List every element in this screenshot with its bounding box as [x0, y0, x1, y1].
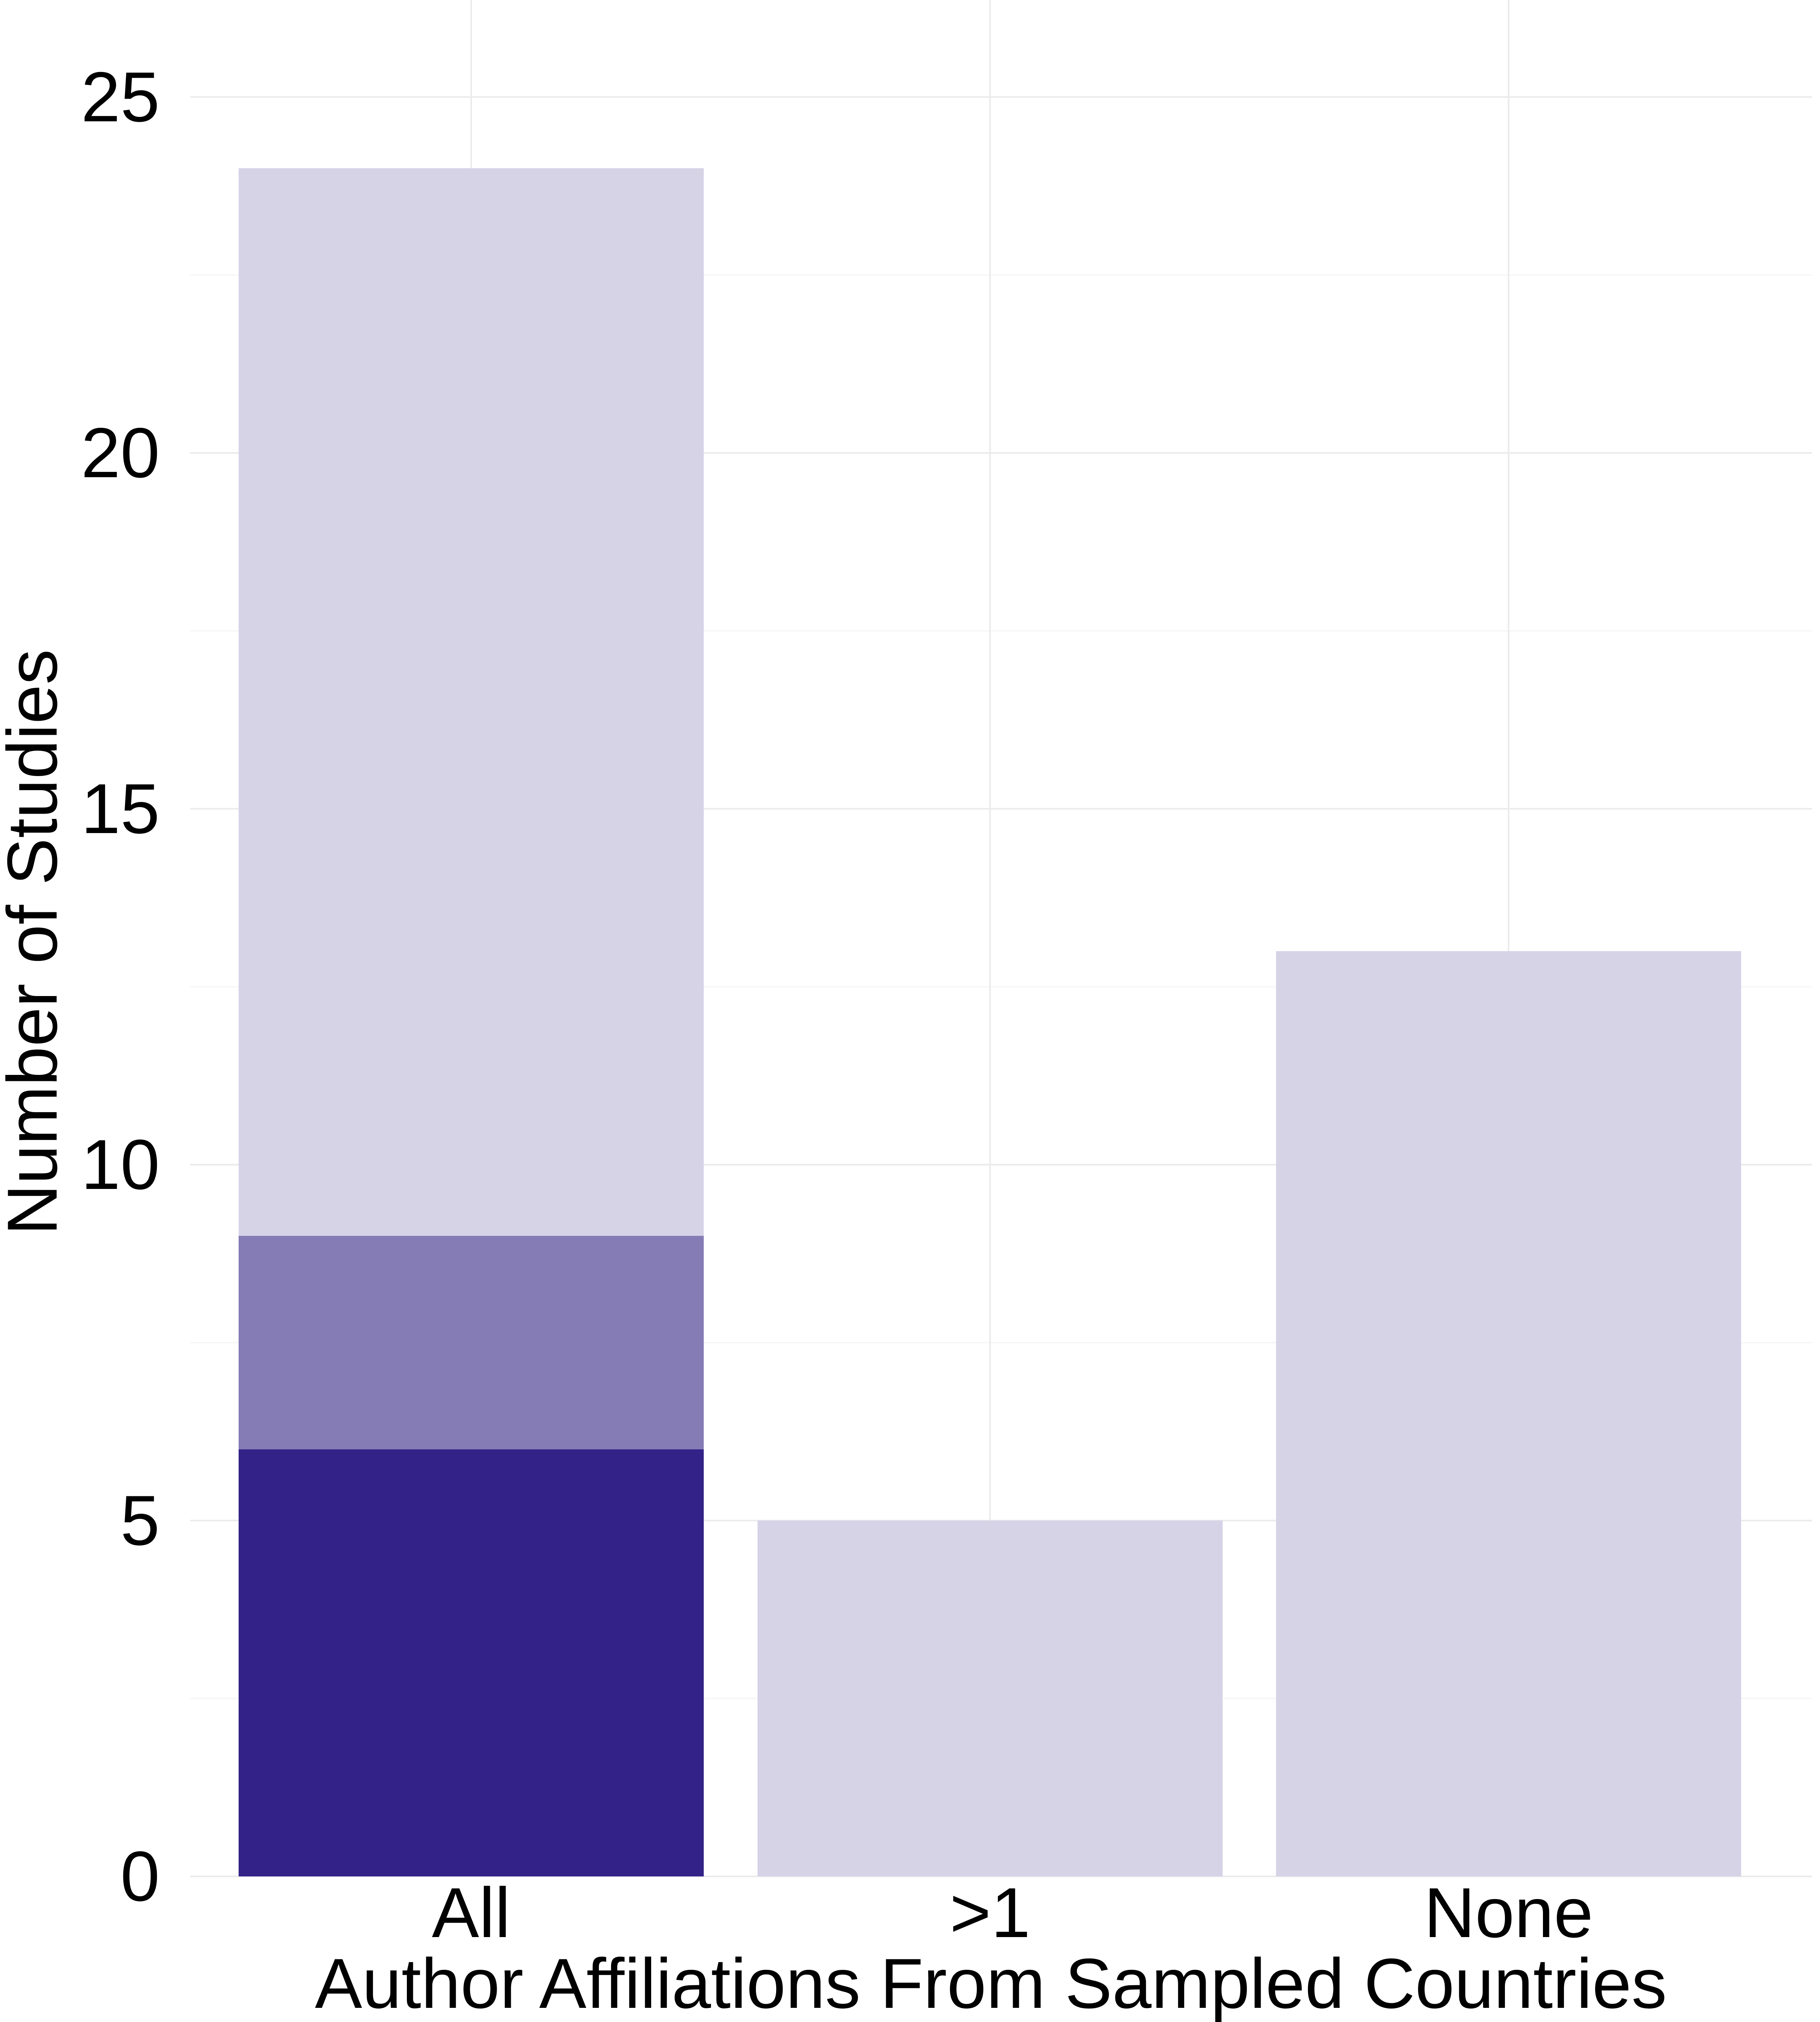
y-tick-label: 25: [81, 58, 160, 137]
x-category-label: None: [1424, 1874, 1593, 1952]
y-tick-label: 15: [81, 770, 160, 848]
y-tick-label: 0: [121, 1837, 160, 1916]
y-tick-label: 10: [81, 1125, 160, 1204]
bar-segment-3-3: [1276, 951, 1741, 1876]
bar-segment-1-3: [239, 168, 704, 1236]
bar-segment-2-3: [758, 1521, 1223, 1876]
y-tick-label: 5: [121, 1481, 160, 1560]
x-axis-title: Author Affiliations From Sampled Countri…: [315, 1944, 1667, 2022]
y-tick-labels: 0 5 10 15 20 25: [81, 58, 160, 1916]
bar-segment-1-1: [239, 1449, 704, 1876]
x-category-labels: All >1 None: [432, 1874, 1593, 1952]
bar-segment-1-2: [239, 1236, 704, 1449]
x-category-label: >1: [950, 1874, 1031, 1952]
x-category-label: All: [432, 1874, 510, 1952]
bars: [239, 168, 1741, 1876]
y-tick-label: 20: [81, 414, 160, 493]
y-axis-title: Number of Studies: [0, 649, 72, 1235]
